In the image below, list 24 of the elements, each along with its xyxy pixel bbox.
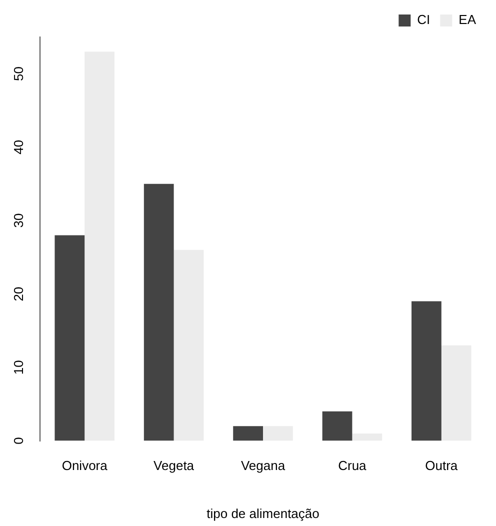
legend-label: CI — [417, 12, 430, 28]
y-tick-label: 0 — [11, 437, 26, 444]
bar — [352, 433, 382, 441]
bar — [263, 426, 293, 441]
x-tick-label: Vegana — [240, 458, 286, 474]
legend-label: EA — [458, 12, 476, 28]
bar — [144, 184, 174, 441]
y-tick-label: 10 — [11, 360, 26, 375]
bar — [441, 345, 472, 441]
bar — [84, 52, 114, 441]
x-axis-title: tipo de alimentação — [206, 506, 320, 521]
y-tick-label: 50 — [11, 66, 26, 81]
bar — [412, 301, 442, 441]
bar — [322, 411, 352, 441]
x-tick-label: Onivora — [62, 458, 108, 474]
bar — [54, 235, 85, 441]
x-tick-label: Crua — [338, 458, 368, 474]
x-tick-label: Outra — [425, 458, 458, 474]
y-tick-label: 30 — [11, 213, 26, 228]
bar — [174, 250, 204, 441]
y-tick-label: 20 — [11, 286, 26, 302]
y-tick-label: 40 — [11, 140, 26, 154]
x-tick-label: Vegeta — [154, 458, 195, 474]
bar — [233, 426, 263, 441]
